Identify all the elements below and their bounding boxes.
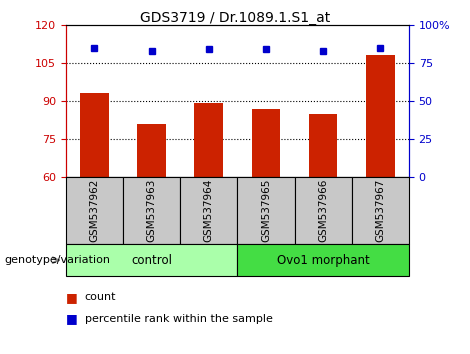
Text: count: count: [85, 292, 116, 302]
Text: genotype/variation: genotype/variation: [5, 255, 111, 265]
Text: GSM537966: GSM537966: [318, 179, 328, 242]
Bar: [366, 55, 395, 177]
Bar: [180, 177, 237, 244]
Text: GSM537967: GSM537967: [376, 179, 385, 242]
Bar: [352, 177, 409, 244]
Text: ■: ■: [66, 291, 78, 304]
Bar: [66, 244, 237, 276]
Text: GSM537965: GSM537965: [261, 179, 271, 242]
Text: Ovo1 morphant: Ovo1 morphant: [277, 254, 369, 267]
Bar: [251, 108, 280, 177]
Bar: [237, 244, 409, 276]
Bar: [66, 177, 123, 244]
Bar: [80, 93, 109, 177]
Bar: [295, 177, 352, 244]
Text: percentile rank within the sample: percentile rank within the sample: [85, 314, 273, 324]
Bar: [195, 103, 223, 177]
Bar: [237, 177, 295, 244]
Text: ■: ■: [66, 312, 78, 325]
Text: GSM537963: GSM537963: [147, 179, 157, 242]
Bar: [309, 114, 337, 177]
Bar: [137, 124, 166, 177]
Text: control: control: [131, 254, 172, 267]
Text: GSM537962: GSM537962: [89, 179, 99, 242]
Text: GDS3719 / Dr.1089.1.S1_at: GDS3719 / Dr.1089.1.S1_at: [140, 11, 330, 25]
Text: GSM537964: GSM537964: [204, 179, 214, 242]
Bar: [123, 177, 180, 244]
